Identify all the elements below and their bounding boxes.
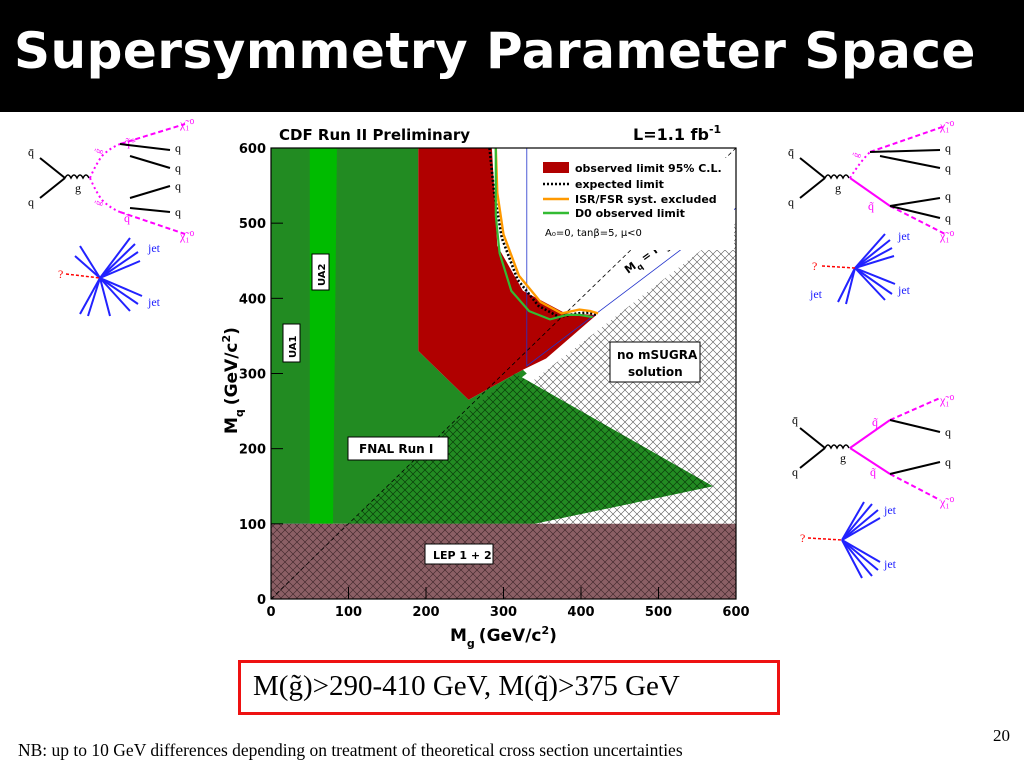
label-q: q	[28, 195, 34, 209]
x-tick-label: 0	[266, 605, 275, 620]
label-g: g	[75, 181, 81, 195]
svg-text:q̃: q̃	[868, 199, 874, 213]
label-fnal: FNAL Run I	[347, 436, 449, 461]
svg-text:q: q	[945, 189, 951, 203]
svg-text:jet: jet	[147, 295, 161, 309]
diagram-squark-pair: q̄ g q q̃ q̃ χ̃₁⁰ χ̃₁⁰ q q ? jet jet	[792, 393, 955, 579]
x-tick-label: 200	[412, 605, 439, 620]
svg-text:q: q	[945, 161, 951, 175]
svg-text:LEP 1 + 2: LEP 1 + 2	[433, 549, 492, 562]
x-tick-label: 500	[645, 605, 672, 620]
region-observed-limit	[418, 148, 597, 400]
footnote: NB: up to 10 GeV differences depending o…	[18, 740, 683, 760]
svg-text:χ̃₁⁰: χ̃₁⁰	[939, 119, 955, 133]
label-ua2: UA2	[311, 253, 330, 291]
series-isr-fsr	[494, 148, 599, 315]
y-tick-label: 0	[257, 593, 266, 608]
slide-title: Supersymmetry Parameter Space	[14, 22, 976, 80]
svg-text:q: q	[945, 141, 951, 155]
legend-observed: observed limit 95% C.L.	[575, 162, 722, 175]
svg-text:q̄: q̄	[792, 413, 798, 427]
svg-text:q̃*: q̃*	[124, 135, 136, 149]
svg-text:g: g	[840, 451, 846, 465]
legend-d0: D0 observed limit	[575, 207, 685, 220]
svg-text:g̃: g̃	[92, 147, 103, 155]
legend-expected: expected limit	[575, 178, 664, 191]
svg-text:q̃: q̃	[872, 415, 878, 429]
title-bar: Supersymmetry Parameter Space	[0, 0, 1024, 112]
svg-text:UA2: UA2	[317, 263, 328, 286]
diagram-gluino-squark: q̄ g q g̃ q̃ χ̃₁⁰ χ̃₁⁰ q q q q ? jet jet…	[788, 119, 955, 305]
result-box: M(g̃)>290-410 GeV, M(q̃)>375 GeV	[238, 660, 780, 715]
y-tick-label: 100	[239, 518, 266, 533]
page-number: 20	[993, 726, 1010, 745]
svg-text:no mSUGRA: no mSUGRA	[617, 348, 698, 362]
label-ua1: UA1	[282, 323, 301, 363]
result-text: M(g̃)>290-410 GeV, M(q̃)>375 GeV	[253, 670, 680, 702]
svg-text:χ̃₁⁰: χ̃₁⁰	[939, 495, 955, 509]
chart-legend: observed limit 95% C.L. expected limit I…	[538, 158, 734, 250]
svg-text:?: ?	[58, 267, 63, 281]
svg-text:FNAL Run I: FNAL Run I	[359, 442, 433, 456]
svg-text:q: q	[175, 141, 181, 155]
legend-swatch-observed	[543, 162, 569, 173]
region-lep	[271, 523, 736, 599]
svg-text:g̃: g̃	[850, 151, 861, 159]
exclusion-plot: 0 100 200 300 400 500 600 0 100 200 300 400 500 600 C…	[205, 114, 765, 659]
svg-text:q: q	[792, 465, 798, 479]
region-fnal-hatched	[348, 373, 713, 524]
svg-text:q: q	[788, 195, 794, 209]
svg-text:jet: jet	[897, 283, 911, 297]
blue-contour-line	[526, 148, 736, 367]
svg-text:q: q	[945, 455, 951, 469]
y-axis-title: Mq(GeV/c2)	[220, 327, 246, 434]
regions-layer	[271, 148, 736, 599]
y-tick-label: 500	[239, 217, 266, 232]
svg-text:jet: jet	[883, 503, 897, 517]
label-lep: LEP 1 + 2	[424, 543, 494, 565]
region-ua2	[309, 148, 337, 524]
svg-text:χ̃₁⁰: χ̃₁⁰	[179, 117, 195, 131]
svg-text:q: q	[945, 211, 951, 225]
svg-text:q: q	[945, 425, 951, 439]
luminosity-label: L=1.1 fb-1	[633, 123, 721, 144]
svg-text:jet: jet	[147, 241, 161, 255]
y-tick-label: 400	[239, 292, 266, 307]
svg-text:g̃: g̃	[92, 199, 103, 207]
svg-text:q: q	[175, 161, 181, 175]
legend-params: A₀=0, tanβ=5, μ<0	[545, 228, 642, 239]
svg-text:q: q	[175, 205, 181, 219]
svg-text:q̄: q̄	[788, 145, 794, 159]
svg-text:UA1: UA1	[288, 335, 299, 358]
svg-text:jet: jet	[883, 557, 897, 571]
svg-text:q: q	[175, 179, 181, 193]
y-tick-label: 600	[239, 142, 266, 157]
svg-text:q̃: q̃	[124, 211, 130, 225]
svg-text:g: g	[835, 181, 841, 195]
x-tick-label: 600	[722, 605, 749, 620]
legend-isr: ISR/FSR syst. excluded	[575, 193, 717, 206]
svg-text:?: ?	[800, 531, 805, 545]
diagram-gluino-pair: q̄ g q g̃ g̃ q̃* q̃ χ̃₁⁰ χ̃₁⁰ q q q q ? …	[28, 117, 195, 317]
svg-text:jet: jet	[897, 229, 911, 243]
y-tick-label: 300	[239, 368, 266, 383]
x-axis-title: Mg (GeV/c2)	[450, 624, 557, 650]
x-tick-label: 300	[490, 605, 517, 620]
svg-text:?: ?	[812, 259, 817, 273]
svg-text:solution: solution	[628, 365, 683, 379]
ticks-layer: 0 100 200 300 400 500 600 0 100 200 300 400 500 600	[239, 142, 750, 620]
x-tick-label: 100	[335, 605, 362, 620]
series-d0-limit	[494, 148, 593, 321]
label-no-msugra: no mSUGRA solution	[609, 341, 701, 383]
chart-title: CDF Run II Preliminary	[279, 126, 470, 144]
label-qbar: q̄	[28, 145, 34, 159]
svg-text:q̃: q̃	[870, 465, 876, 479]
y-tick-label: 200	[239, 443, 266, 458]
svg-text:χ̃₁⁰: χ̃₁⁰	[179, 229, 195, 243]
svg-text:χ̃₁⁰: χ̃₁⁰	[939, 393, 955, 407]
svg-text:χ̃₁⁰: χ̃₁⁰	[939, 229, 955, 243]
x-tick-label: 400	[567, 605, 594, 620]
svg-text:jet: jet	[809, 287, 823, 301]
